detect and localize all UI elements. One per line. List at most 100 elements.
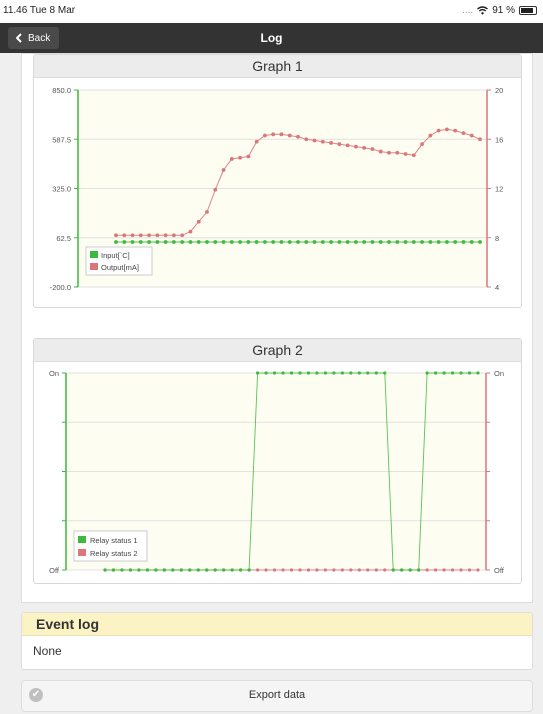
graph-1-point-1 [205,240,209,244]
graph-1-point-2 [345,143,350,148]
graph-1-point-1 [411,240,416,244]
graph-1-point-1 [354,240,358,244]
graph-2-left-tick-label: On [49,369,59,378]
graph-2-point-2 [366,568,370,572]
graph-1-point-1 [287,240,292,244]
graph-2-point-2 [467,568,472,572]
legend-label-relay-2: Relay status 2 [90,549,138,558]
graph-2-point-1 [340,371,344,375]
graph-2-right-tick-label: On [494,369,504,378]
graph-2-point-2 [450,568,455,572]
graph-1-point-1 [163,240,168,244]
graph-1-point-1 [312,240,317,244]
graph-1-point-1 [445,240,449,244]
graph-1-point-1 [180,240,185,244]
graph-1-point-1 [238,240,242,244]
graph-1-point-1 [478,240,482,244]
graph-2-point-1 [230,568,234,572]
graph-2-point-1 [442,371,446,375]
graph-2-card: Graph 2 On Off On Off Relay status 1 Relay… [33,338,522,584]
graph-2-point-1 [357,371,361,375]
legend-swatch-input [90,251,98,258]
graph-2-point-1 [264,371,268,375]
graph-2-point-2 [298,568,302,572]
graph-1-point-1 [362,240,367,244]
graph-1-point-1 [345,240,350,244]
graph-1-point-2 [436,128,441,133]
graph-1-point-2 [196,219,201,224]
graph-2-point-2 [315,568,319,572]
graph-1-point-2 [246,154,251,159]
graph-1-point-1 [114,240,118,244]
event-log-title: Event log [22,613,532,636]
graph-2-title: Graph 2 [34,339,521,362]
graph-2-point-1 [366,371,370,375]
battery-percent: 91 % [492,5,515,16]
graph-1-point-1 [254,240,259,244]
graph-1-point-1 [138,240,143,244]
graph-2-point-2 [281,568,285,572]
graph-2-point-2 [434,568,438,572]
graph-2-point-1 [298,371,302,375]
graph-1-title: Graph 1 [34,55,521,78]
graph-2-point-2 [332,568,336,572]
legend-swatch-relay-1 [78,536,86,543]
graph-1-point-2 [329,141,333,145]
graph-1-point-1 [229,240,234,244]
graph-1-point-1 [395,240,400,244]
graph-2-point-2 [442,568,446,572]
graph-2-legend: Relay status 1 Relay status 2 [73,530,148,562]
back-button[interactable]: Back [8,27,60,49]
graph-2-left-tick-label: Off [49,566,60,575]
legend-label-input: Input[`C] [101,251,130,260]
graph-2-point-1 [281,371,285,375]
graph-2-point-2 [340,568,344,572]
graph-1-point-2 [354,144,358,149]
graph-1-point-1 [130,240,135,244]
graph-1-point-1 [428,240,433,244]
graph-2-point-1 [383,371,387,375]
status-indicators: .... 91 % [462,5,537,16]
graph-2-point-2 [323,568,328,572]
graph-1-point-2 [370,147,375,151]
legend-swatch-output [90,263,98,270]
graph-1-point-1 [370,240,375,244]
graph-1-point-2 [205,209,209,214]
graph-1-point-2 [337,142,342,147]
graph-2-point-1 [289,371,294,375]
graph-1-point-2 [213,187,218,192]
graph-2-point-1 [467,371,472,375]
checkmark-icon: ✔ [29,688,43,702]
graph-2-point-1 [417,568,421,572]
graph-1-point-2 [254,139,259,144]
graph-2-point-2 [374,568,378,572]
graph-2-point-1 [205,568,209,572]
graph-2-point-1 [154,568,158,572]
graph-2-point-2 [272,568,277,572]
graph-2-right-tick-label: Off [494,566,505,575]
graph-2-point-1 [162,568,166,572]
graph-1-point-2 [420,142,424,147]
graph-2-point-2 [349,568,353,572]
graph-1-point-1 [436,240,441,244]
graph-1-left-tick-label: 62.5 [56,234,71,243]
graph-2-point-1 [272,371,277,375]
graph-1-point-1 [378,240,383,244]
graph-1-point-2 [287,133,292,138]
graph-1-right-tick-label: 4 [495,283,499,292]
graph-1-point-1 [263,240,267,244]
export-data-button[interactable]: ✔ Export data [21,680,533,712]
wifi-icon [477,6,489,15]
graph-1-point-1 [188,240,193,244]
graph-1-point-1 [329,240,333,244]
graph-2-point-1 [213,568,217,572]
graph-1-point-2 [461,131,466,135]
graph-2-point-2 [357,568,361,572]
graph-1-point-2 [453,128,458,133]
graph-2-point-1 [171,568,175,572]
graph-2-point-1 [128,568,133,572]
graph-1-point-1 [122,240,127,244]
graph-2-point-1 [349,371,353,375]
graph-1-point-2 [378,149,383,154]
graph-1-point-1 [420,240,424,244]
